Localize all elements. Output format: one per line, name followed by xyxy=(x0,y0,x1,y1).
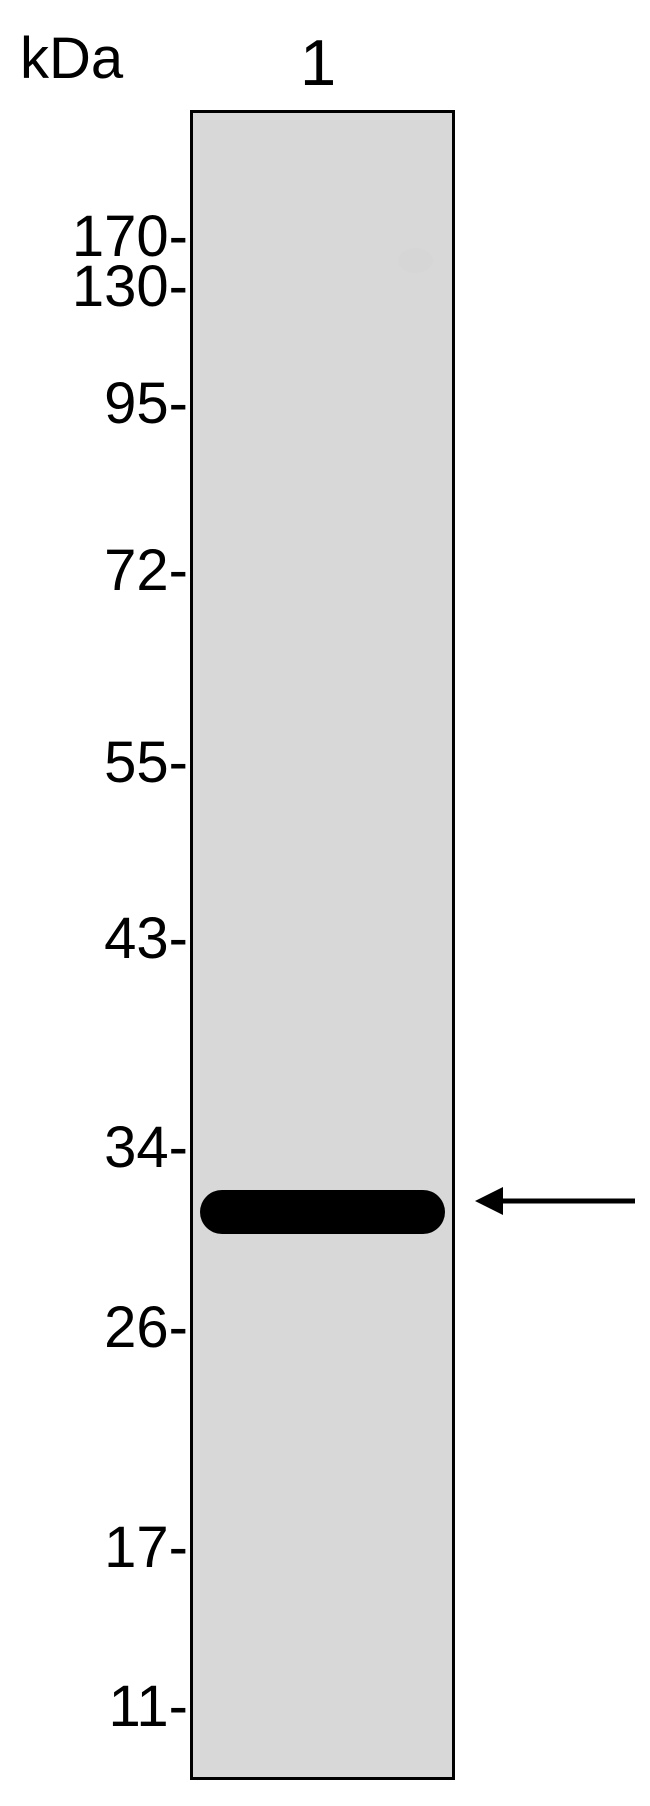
western-blot-figure: kDa 1 170-130-95-72-55-43-34-26-17-11- xyxy=(0,0,650,1806)
band-indicator-arrow xyxy=(0,0,650,1806)
